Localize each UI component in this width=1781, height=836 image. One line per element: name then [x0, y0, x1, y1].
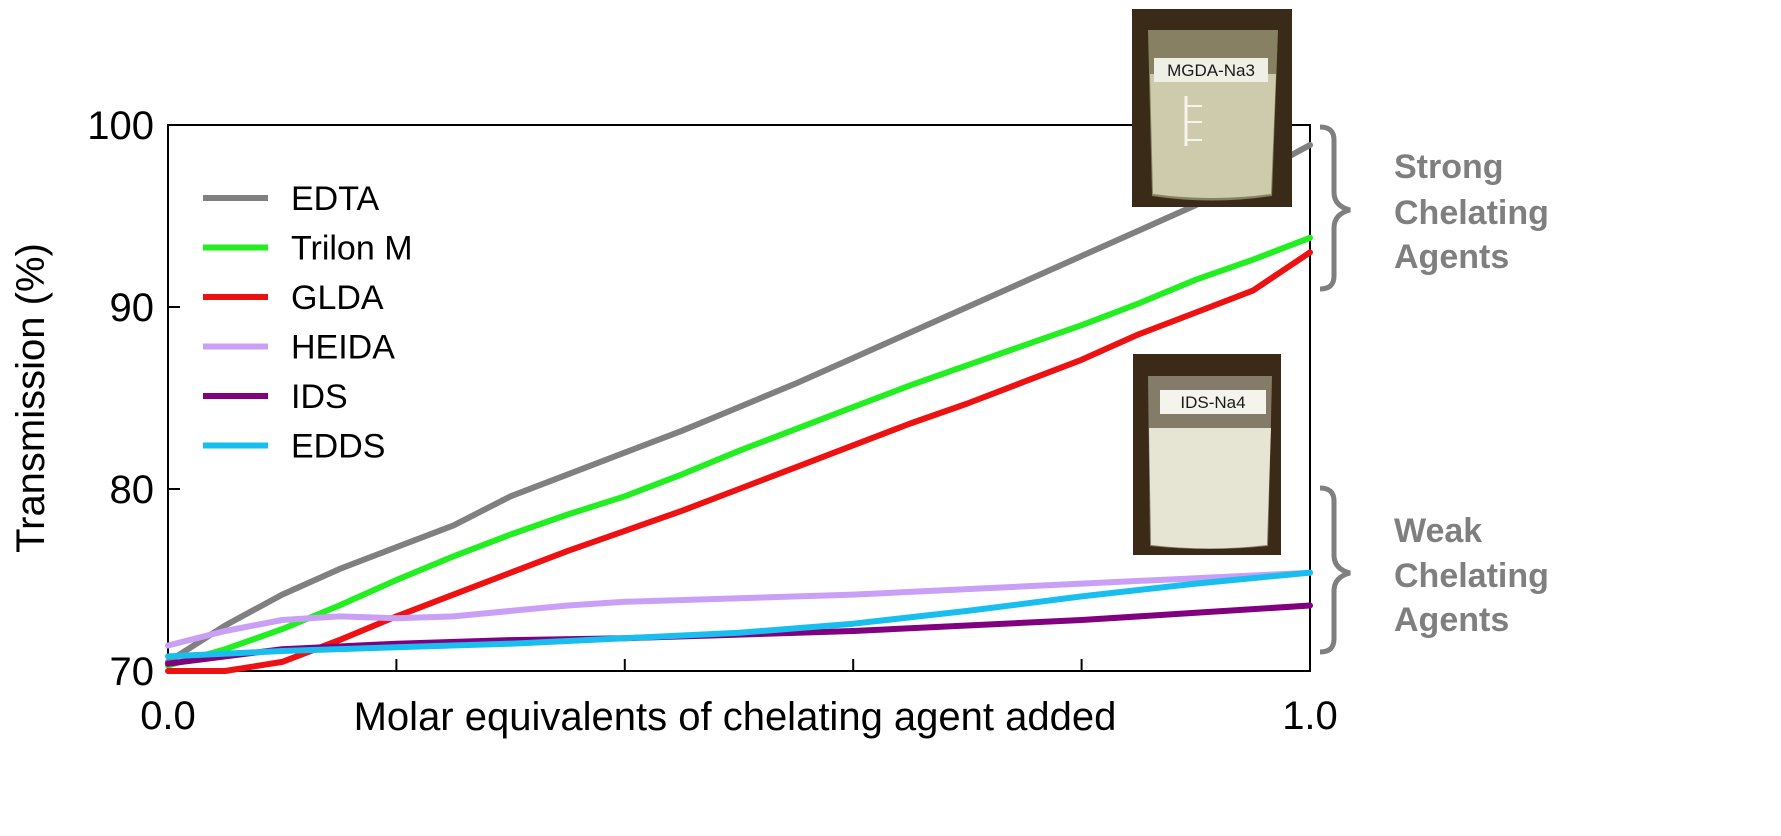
- ticks: 70 80 90 100 0.0 1.0: [87, 104, 1338, 738]
- legend-label-trilon-m: Trilon M: [291, 230, 413, 268]
- y-tick-label-80: 80: [110, 468, 155, 512]
- y-tick-label-90: 90: [110, 286, 155, 330]
- beaker-photo-ids: IDS-Na4: [1133, 354, 1281, 555]
- beaker-label-ids: IDS-Na4: [1180, 393, 1245, 412]
- legend-label-edta: EDTA: [291, 180, 379, 218]
- series-line-heida: [165, 569, 1313, 649]
- legend-label-ids: IDS: [291, 378, 348, 416]
- series-line-trilon-m: [165, 234, 1313, 669]
- strong-label-line2: Chelating: [1394, 194, 1549, 232]
- strong-bracket: [1319, 124, 1351, 292]
- x-axis-title: Molar equivalents of chelating agent add…: [354, 695, 1117, 739]
- weak-label-line1: Weak: [1394, 512, 1482, 550]
- legend: EDTA Trilon M GLDA HEIDA IDS EDDS: [203, 180, 413, 466]
- y-axis-title: Transmission (%): [9, 243, 53, 553]
- series-line-edta: [165, 142, 1313, 665]
- x-tick-label-end: 1.0: [1282, 694, 1338, 738]
- x-tick-label-start: 0.0: [140, 694, 196, 738]
- beaker-photo-mgda: MGDA-Na3: [1132, 9, 1292, 207]
- strong-label-line3: Agents: [1394, 238, 1509, 276]
- series-line-glda: [165, 249, 1313, 674]
- weak-label-line3: Agents: [1394, 601, 1509, 639]
- legend-label-edds: EDDS: [291, 428, 385, 466]
- y-tick-label-100: 100: [87, 104, 154, 148]
- series-line-edds: [165, 569, 1313, 660]
- legend-label-glda: GLDA: [291, 279, 384, 317]
- weak-label-line2: Chelating: [1394, 557, 1549, 595]
- beaker-label-mgda: MGDA-Na3: [1167, 61, 1255, 80]
- strong-label-line1: Strong: [1394, 148, 1504, 186]
- legend-label-heida: HEIDA: [291, 329, 395, 367]
- weak-bracket: [1319, 485, 1351, 655]
- y-tick-label-70: 70: [110, 650, 155, 694]
- plot-area: [167, 124, 1311, 672]
- series-lines: [165, 142, 1313, 674]
